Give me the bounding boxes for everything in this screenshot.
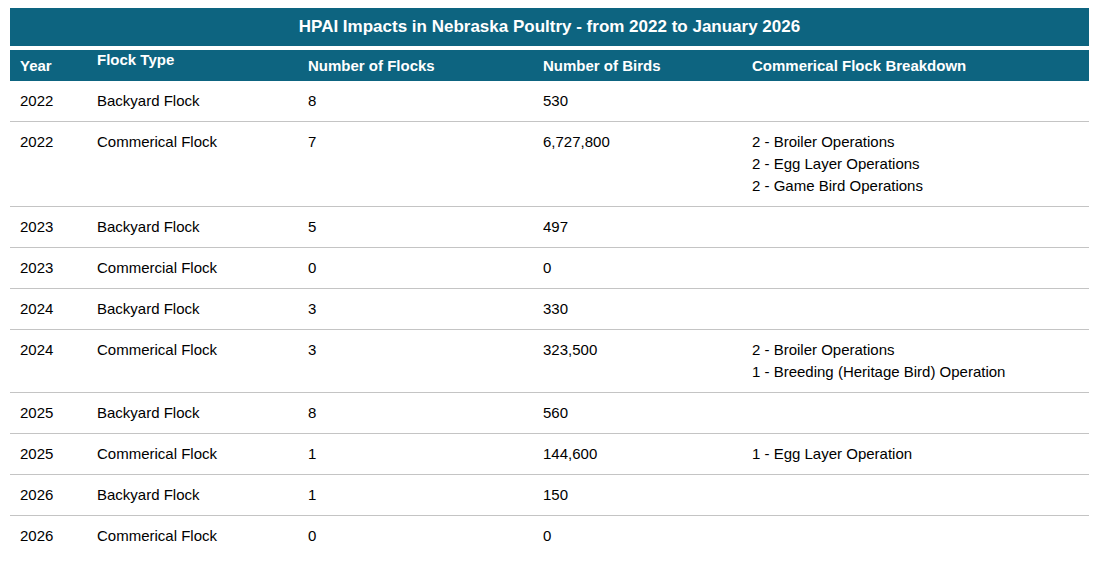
num-flocks-cell: 8 [308, 81, 543, 122]
year-cell: 2024 [10, 289, 97, 330]
breakdown-cell [752, 248, 1089, 289]
breakdown-cell: 2 - Broiler Operations2 - Egg Layer Oper… [752, 122, 1089, 207]
year-cell: 2023 [10, 207, 97, 248]
table-title: HPAI Impacts in Nebraska Poultry - from … [10, 8, 1089, 46]
breakdown-cell: 2 - Broiler Operations1 - Breeding (Heri… [752, 330, 1089, 393]
breakdown-cell: 1 - Egg Layer Operation [752, 434, 1089, 475]
table-row: 2026 Backyard Flock 1 150 [10, 475, 1089, 516]
num-flocks-cell: 1 [308, 434, 543, 475]
num-flocks-cell: 3 [308, 330, 543, 393]
flock-type-cell: Commerical Flock [97, 330, 308, 393]
flock-type-cell: Commerical Flock [97, 434, 308, 475]
num-flocks-cell: 1 [308, 475, 543, 516]
year-cell: 2025 [10, 434, 97, 475]
breakdown-line: 2 - Broiler Operations [752, 131, 1089, 153]
breakdown-cell [752, 289, 1089, 330]
year-cell: 2026 [10, 516, 97, 557]
year-cell: 2025 [10, 393, 97, 434]
num-flocks-cell: 3 [308, 289, 543, 330]
breakdown-line: 1 - Egg Layer Operation [752, 443, 1089, 465]
column-header-number-of-flocks: Number of Flocks [308, 50, 543, 81]
hpai-table-page: HPAI Impacts in Nebraska Poultry - from … [0, 0, 1101, 570]
num-birds-cell: 330 [543, 289, 752, 330]
table-row: 2025 Commerical Flock 1 144,600 1 - Egg … [10, 434, 1089, 475]
num-flocks-cell: 0 [308, 248, 543, 289]
num-birds-cell: 0 [543, 248, 752, 289]
flock-type-cell: Commerical Flock [97, 122, 308, 207]
num-birds-cell: 323,500 [543, 330, 752, 393]
breakdown-cell [752, 516, 1089, 557]
table-row: 2024 Commerical Flock 3 323,500 2 - Broi… [10, 330, 1089, 393]
table-container: HPAI Impacts in Nebraska Poultry - from … [10, 8, 1089, 556]
hpai-data-table: Year Flock Type Number of Flocks Number … [10, 50, 1089, 556]
num-birds-cell: 497 [543, 207, 752, 248]
breakdown-line: 1 - Breeding (Heritage Bird) Operation [752, 361, 1089, 383]
column-header-flock-type: Flock Type [97, 50, 308, 81]
year-cell: 2022 [10, 122, 97, 207]
column-header-year: Year [10, 50, 97, 81]
breakdown-line: 2 - Game Bird Operations [752, 175, 1089, 197]
num-birds-cell: 530 [543, 81, 752, 122]
table-header-row: Year Flock Type Number of Flocks Number … [10, 50, 1089, 81]
num-birds-cell: 560 [543, 393, 752, 434]
flock-type-cell: Commerical Flock [97, 516, 308, 557]
num-birds-cell: 144,600 [543, 434, 752, 475]
table-body: 2022 Backyard Flock 8 530 2022 Commerica… [10, 81, 1089, 556]
flock-type-cell: Backyard Flock [97, 475, 308, 516]
breakdown-cell [752, 475, 1089, 516]
flock-type-cell: Commercial Flock [97, 248, 308, 289]
flock-type-cell: Backyard Flock [97, 393, 308, 434]
table-row: 2026 Commerical Flock 0 0 [10, 516, 1089, 557]
breakdown-cell [752, 393, 1089, 434]
table-row: 2022 Commerical Flock 7 6,727,800 2 - Br… [10, 122, 1089, 207]
num-birds-cell: 150 [543, 475, 752, 516]
breakdown-line: 2 - Egg Layer Operations [752, 153, 1089, 175]
num-flocks-cell: 5 [308, 207, 543, 248]
breakdown-cell [752, 81, 1089, 122]
num-flocks-cell: 8 [308, 393, 543, 434]
num-birds-cell: 6,727,800 [543, 122, 752, 207]
flock-type-cell: Backyard Flock [97, 81, 308, 122]
table-row: 2024 Backyard Flock 3 330 [10, 289, 1089, 330]
breakdown-line: 2 - Broiler Operations [752, 339, 1089, 361]
year-cell: 2023 [10, 248, 97, 289]
flock-type-cell: Backyard Flock [97, 207, 308, 248]
year-cell: 2024 [10, 330, 97, 393]
column-header-commerical-flock-breakdown: Commerical Flock Breakdown [752, 50, 1089, 81]
table-row: 2025 Backyard Flock 8 560 [10, 393, 1089, 434]
flock-type-cell: Backyard Flock [97, 289, 308, 330]
num-flocks-cell: 7 [308, 122, 543, 207]
table-row: 2022 Backyard Flock 8 530 [10, 81, 1089, 122]
year-cell: 2026 [10, 475, 97, 516]
breakdown-cell [752, 207, 1089, 248]
table-row: 2023 Backyard Flock 5 497 [10, 207, 1089, 248]
num-birds-cell: 0 [543, 516, 752, 557]
num-flocks-cell: 0 [308, 516, 543, 557]
column-header-number-of-birds: Number of Birds [543, 50, 752, 81]
table-row: 2023 Commercial Flock 0 0 [10, 248, 1089, 289]
year-cell: 2022 [10, 81, 97, 122]
